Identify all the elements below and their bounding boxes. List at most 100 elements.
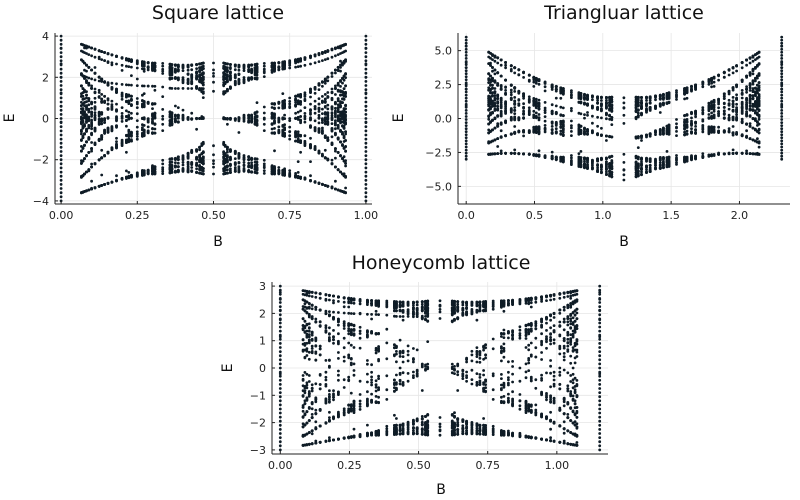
data-point <box>229 70 232 74</box>
data-point <box>317 60 321 63</box>
data-point <box>115 119 118 123</box>
data-point <box>288 100 292 103</box>
data-point <box>622 106 626 110</box>
data-point <box>222 74 226 78</box>
data-point <box>534 101 538 104</box>
data-point <box>201 155 205 159</box>
data-point <box>522 70 525 74</box>
data-point <box>125 119 128 122</box>
data-point <box>517 116 521 119</box>
data-point <box>59 71 63 75</box>
data-point <box>675 98 678 101</box>
data-point <box>226 62 229 66</box>
data-point <box>226 117 229 120</box>
data-points <box>464 35 784 182</box>
data-point <box>125 57 128 61</box>
data-point <box>493 90 497 93</box>
data-point <box>326 114 330 117</box>
data-point <box>262 164 266 168</box>
data-point <box>344 191 347 195</box>
data-point <box>153 69 157 72</box>
data-point <box>323 134 327 138</box>
data-point <box>270 69 274 72</box>
data-point <box>270 102 274 106</box>
data-point <box>554 96 558 100</box>
data-point <box>110 81 114 85</box>
data-point <box>493 138 497 142</box>
data-point <box>120 83 124 86</box>
data-point <box>255 171 259 175</box>
data-point <box>296 160 300 164</box>
data-point <box>277 65 281 69</box>
data-point <box>181 168 185 171</box>
data-point <box>142 92 146 95</box>
chart-title: Square lattice <box>152 2 284 24</box>
data-point <box>591 104 594 108</box>
data-point <box>237 72 241 76</box>
data-point <box>222 117 226 120</box>
data-point <box>59 150 63 153</box>
data-point <box>229 85 232 89</box>
data-point <box>85 79 88 83</box>
data-point <box>321 112 324 115</box>
data-point <box>550 150 554 154</box>
data-point <box>339 85 342 88</box>
data-point <box>493 97 497 100</box>
data-point <box>339 104 342 108</box>
data-point <box>550 125 554 128</box>
data-point <box>93 111 97 114</box>
data-point <box>120 97 124 101</box>
data-point <box>283 113 286 117</box>
data-point <box>364 150 368 153</box>
data-point <box>181 163 185 167</box>
data-point <box>745 58 748 62</box>
data-point <box>97 110 101 114</box>
data-point <box>341 101 344 104</box>
data-point <box>288 169 292 173</box>
data-point <box>344 49 347 53</box>
data-point <box>153 167 157 171</box>
data-point <box>748 114 752 118</box>
data-point <box>504 119 507 123</box>
data-point <box>161 162 165 166</box>
data-point <box>640 173 643 177</box>
data-point <box>100 93 104 96</box>
data-point <box>237 131 241 134</box>
data-point <box>135 132 139 136</box>
data-point <box>600 133 603 137</box>
data-point <box>710 130 713 134</box>
data-point <box>106 107 110 110</box>
y-tick-label: 2 <box>42 71 49 84</box>
data-point <box>281 92 285 95</box>
data-point <box>195 70 199 74</box>
data-point <box>242 161 246 164</box>
data-point <box>277 128 281 132</box>
data-point <box>237 116 241 119</box>
data-point <box>496 114 500 118</box>
data-point <box>321 99 324 103</box>
data-point <box>233 150 237 153</box>
data-point <box>583 126 586 130</box>
data-point <box>130 97 133 101</box>
data-point <box>242 164 246 168</box>
data-point <box>106 61 110 64</box>
data-point <box>745 149 748 153</box>
data-point <box>294 103 297 107</box>
data-point <box>339 140 342 144</box>
data-point <box>90 186 93 190</box>
data-point <box>135 66 139 70</box>
chart-title: Triangluar lattice <box>543 2 704 24</box>
data-point <box>97 158 101 162</box>
data-point <box>344 162 347 165</box>
data-point <box>270 106 274 109</box>
data-point <box>146 68 150 72</box>
data-point <box>710 111 713 115</box>
data-point <box>110 108 114 111</box>
data-point <box>242 113 246 117</box>
data-point <box>336 151 340 154</box>
data-point <box>727 113 731 117</box>
data-point <box>80 92 83 96</box>
data-point <box>326 103 330 107</box>
data-point <box>748 83 752 87</box>
data-point <box>740 117 744 121</box>
